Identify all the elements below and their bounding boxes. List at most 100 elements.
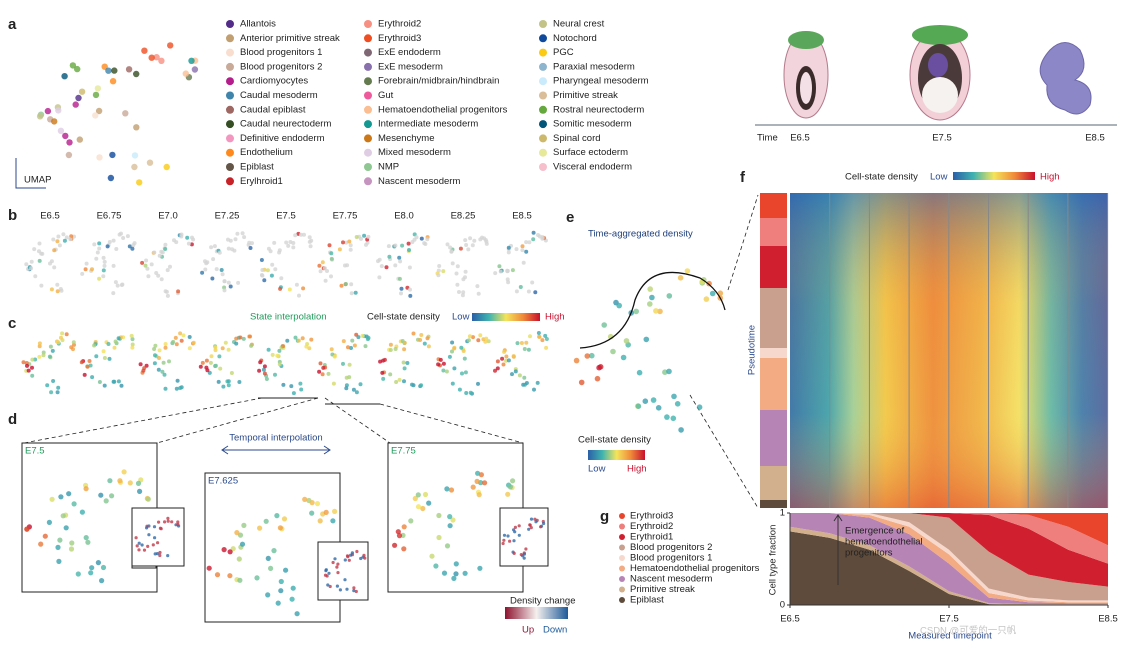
cell [425, 336, 430, 341]
cell [483, 238, 488, 242]
cell [234, 530, 240, 536]
cell [49, 287, 54, 292]
legend-swatch [226, 20, 234, 28]
cell [524, 240, 529, 245]
cell [601, 322, 607, 328]
cell [259, 273, 264, 277]
cell [415, 504, 422, 510]
cell [214, 267, 219, 272]
cell [115, 283, 120, 288]
cell [317, 263, 322, 268]
scale-title: Cell-state density [367, 312, 440, 323]
cell [323, 509, 329, 515]
cell [55, 282, 60, 287]
cell [261, 367, 266, 372]
cell [230, 247, 235, 252]
cell [69, 62, 77, 69]
cell [482, 480, 488, 486]
cell [166, 519, 170, 523]
cell [462, 356, 467, 361]
legend-swatch [364, 77, 372, 86]
cell [273, 372, 277, 377]
cell [159, 277, 164, 282]
cell [263, 518, 269, 524]
cell [332, 508, 338, 514]
cell [211, 257, 216, 262]
cell [419, 383, 424, 388]
cell [296, 338, 301, 343]
cell [75, 94, 82, 102]
cell [107, 174, 115, 182]
cell [501, 362, 506, 367]
legend-label: Rostral neurectoderm [553, 104, 644, 115]
cell [343, 558, 347, 562]
cell [157, 253, 162, 258]
umap [257, 335, 314, 396]
cell [212, 244, 217, 249]
cell [76, 136, 84, 143]
time-label: E7.0 [158, 211, 178, 222]
legend-swatch [226, 177, 234, 186]
cell [470, 243, 475, 248]
cell [436, 512, 442, 519]
cell [657, 308, 663, 315]
cell [42, 533, 48, 539]
cell [382, 357, 387, 362]
umap-axes [15, 158, 46, 189]
cell [464, 391, 469, 395]
cell [152, 361, 157, 366]
cell [236, 556, 242, 562]
cell [445, 242, 450, 247]
cell [60, 513, 66, 519]
cell [474, 478, 480, 484]
cell [153, 536, 157, 540]
cell [484, 336, 489, 341]
interp-boxes [21, 442, 549, 623]
cell [299, 387, 304, 392]
cell [307, 346, 312, 351]
cell [397, 276, 402, 281]
cell [454, 271, 459, 276]
cell [71, 501, 77, 507]
cell [117, 478, 123, 484]
cell [647, 301, 653, 307]
cell [125, 66, 133, 73]
cell [537, 334, 542, 339]
cell [317, 518, 323, 524]
cell [72, 101, 79, 108]
cell [38, 541, 44, 547]
cell [502, 349, 507, 354]
panel-letter: b [8, 207, 17, 224]
cell [154, 271, 159, 275]
cell [650, 397, 657, 403]
cell [433, 563, 439, 569]
annotation: hematoendothelial [845, 537, 923, 548]
cell [39, 251, 44, 256]
cell [297, 293, 301, 298]
cell [517, 373, 522, 378]
cell [684, 268, 691, 274]
cell [532, 387, 536, 392]
cell [95, 107, 103, 115]
cell [111, 67, 118, 74]
cell [95, 250, 100, 255]
cell [229, 371, 234, 375]
cell [130, 345, 135, 350]
cell [441, 368, 446, 373]
cell [327, 571, 331, 575]
cell [464, 243, 469, 247]
legend-swatch [619, 534, 625, 540]
cell [671, 393, 677, 400]
cell [400, 243, 405, 248]
embryo-icons [783, 25, 1092, 121]
legend-swatch [539, 20, 547, 28]
cell [238, 335, 243, 340]
cell [468, 390, 473, 395]
cell [179, 338, 184, 343]
cell [172, 238, 176, 243]
legend-swatch [539, 91, 547, 100]
cell [642, 398, 649, 405]
umap [493, 331, 549, 392]
cell [522, 375, 527, 380]
cell [278, 286, 283, 291]
